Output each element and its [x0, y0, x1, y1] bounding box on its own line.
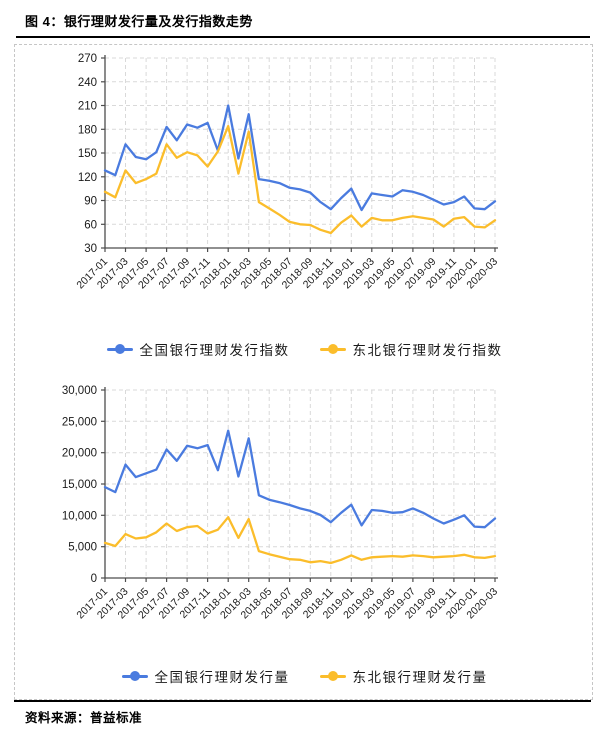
- northeast-volume-line-marker-icon: [319, 671, 346, 681]
- y-tick-label: 10,000: [62, 510, 97, 522]
- y-tick-label: 25,000: [62, 416, 97, 428]
- legend-item-national-volume: 全国银行理财发行量: [121, 666, 290, 686]
- title-divider: [16, 36, 590, 38]
- series-line-1: [103, 124, 497, 235]
- national-volume-line-marker-icon: [121, 671, 148, 681]
- y-tick-label: 15,000: [62, 479, 97, 491]
- legend-item-northeast-index: 东北银行理财发行指数: [319, 339, 503, 359]
- axes: 3060901201501802102402702017-012017-0320…: [74, 53, 500, 291]
- source-value: 普益标准: [90, 711, 143, 725]
- footer-divider: [14, 700, 591, 702]
- gridlines: [105, 389, 496, 578]
- figure-title: 图 4：银行理财发行量及发行指数走势: [25, 14, 253, 29]
- volume-chart-legend: 全国银行理财发行量 东北银行理财发行量: [0, 666, 609, 686]
- y-tick-label: 120: [78, 172, 97, 184]
- issuance-volume-chart: 05,00010,00015,00020,00025,00030,0002017…: [62, 385, 500, 621]
- issuance-index-chart: 3060901201501802102402702017-012017-0320…: [74, 53, 500, 291]
- y-tick-label: 0: [91, 573, 97, 585]
- y-tick-label: 210: [78, 101, 97, 113]
- y-tick-label: 30,000: [62, 385, 97, 397]
- gridlines: [105, 57, 496, 248]
- y-tick-label: 150: [78, 148, 97, 160]
- legend-item-northeast-volume: 东北银行理财发行量: [319, 666, 488, 686]
- series-line-0: [103, 429, 497, 529]
- legend-label-national-volume: 全国银行理财发行量: [154, 670, 290, 685]
- index-chart-legend: 全国银行理财发行指数 东北银行理财发行指数: [0, 339, 609, 359]
- series-line-0: [103, 104, 497, 212]
- y-tick-label: 5,000: [68, 542, 97, 554]
- source-label: 资料来源：: [25, 711, 91, 725]
- northeast-index-line-marker-icon: [319, 344, 346, 354]
- legend-label-national-index: 全国银行理财发行指数: [139, 343, 290, 358]
- legend-label-northeast-index: 东北银行理财发行指数: [352, 343, 503, 358]
- y-tick-label: 20,000: [62, 448, 97, 460]
- y-tick-label: 270: [78, 53, 97, 65]
- chart-frame: [14, 44, 593, 700]
- y-tick-label: 180: [78, 124, 97, 136]
- legend-item-national-index: 全国银行理财发行指数: [106, 339, 290, 359]
- y-tick-label: 30: [84, 243, 97, 255]
- y-tick-label: 90: [84, 196, 97, 208]
- national-index-line-marker-icon: [106, 344, 133, 354]
- legend-label-northeast-volume: 东北银行理财发行量: [352, 670, 488, 685]
- y-tick-label: 60: [84, 219, 97, 231]
- source-line: 资料来源：普益标准: [25, 707, 142, 726]
- y-tick-label: 240: [78, 77, 97, 89]
- series-line-1: [103, 516, 497, 565]
